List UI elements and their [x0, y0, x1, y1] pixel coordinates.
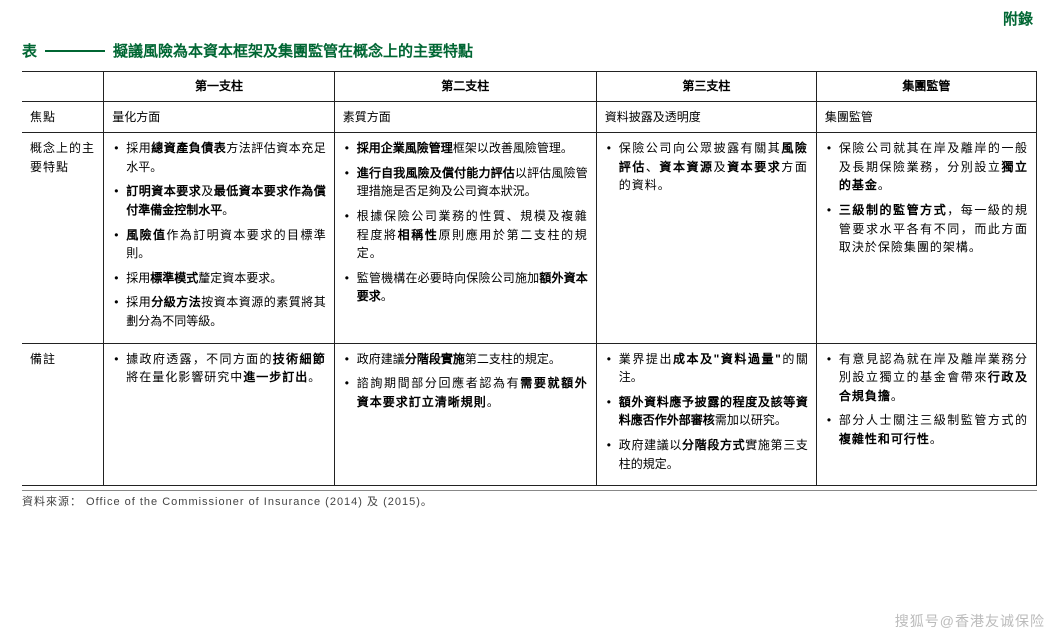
- focus-p1: 量化方面: [104, 101, 335, 133]
- header-blank: [22, 72, 104, 102]
- focus-label: 焦點: [22, 101, 104, 133]
- concepts-p3: 保險公司向公眾披露有關其風險評估、資本資源及資本要求方面的資料。: [596, 133, 816, 343]
- header-p3: 第三支柱: [596, 72, 816, 102]
- watermark-at: @: [940, 613, 955, 629]
- focus-row: 焦點 量化方面 素質方面 資料披露及透明度 集團監管: [22, 101, 1037, 133]
- appendix-label: 附錄: [1003, 8, 1033, 29]
- watermark-right: 香港友诚保险: [955, 613, 1045, 629]
- focus-p3: 資料披露及透明度: [596, 101, 816, 133]
- watermark-left: 搜狐号: [895, 613, 940, 629]
- title-text: 擬議風險為本資本框架及集團監管在概念上的主要特點: [113, 40, 473, 61]
- concepts-gs: 保險公司就其在岸及離岸的一般及長期保險業務，分別設立獨立的基金。 三級制的監管方…: [816, 133, 1036, 343]
- remarks-row: 備註 據政府透露，不同方面的技術細節將在量化影響研究中進一步訂出。 政府建議分階…: [22, 343, 1037, 486]
- remarks-label: 備註: [22, 343, 104, 486]
- title-prefix: 表: [22, 40, 37, 61]
- source-note: 資料來源： Office of the Commissioner of Insu…: [22, 490, 1037, 509]
- concepts-label: 概念上的主要特點: [22, 133, 104, 343]
- concepts-row: 概念上的主要特點 採用總資產負債表方法評估資本充足水平。 訂明資本要求及最低資本…: [22, 133, 1037, 343]
- remarks-p2: 政府建議分階段實施第二支柱的規定。 諮詢期間部分回應者認為有需要就額外資本要求訂…: [334, 343, 596, 486]
- remarks-p3: 業界提出成本及"資料過量"的關注。 額外資料應予披露的程度及該等資料應否作外部審…: [596, 343, 816, 486]
- remarks-gs: 有意見認為就在岸及離岸業務分別設立獨立的基金會帶來行政及合規負擔。 部分人士關注…: [816, 343, 1036, 486]
- header-p1: 第一支柱: [104, 72, 335, 102]
- table-title-row: 表 擬議風險為本資本框架及集團監管在概念上的主要特點: [22, 40, 1037, 61]
- focus-gs: 集團監管: [816, 101, 1036, 133]
- main-table: 第一支柱 第二支柱 第三支柱 集團監管 焦點 量化方面 素質方面 資料披露及透明…: [22, 71, 1037, 486]
- watermark: 搜狐号@香港友诚保险: [895, 611, 1045, 631]
- header-gs: 集團監管: [816, 72, 1036, 102]
- concepts-p2: 採用企業風險管理框架以改善風險管理。 進行自我風險及償付能力評估以評估風險管理措…: [334, 133, 596, 343]
- concepts-p1: 採用總資產負債表方法評估資本充足水平。 訂明資本要求及最低資本要求作為償付準備金…: [104, 133, 335, 343]
- title-rule: [45, 50, 105, 52]
- focus-p2: 素質方面: [334, 101, 596, 133]
- remarks-p1: 據政府透露，不同方面的技術細節將在量化影響研究中進一步訂出。: [104, 343, 335, 486]
- header-row: 第一支柱 第二支柱 第三支柱 集團監管: [22, 72, 1037, 102]
- header-p2: 第二支柱: [334, 72, 596, 102]
